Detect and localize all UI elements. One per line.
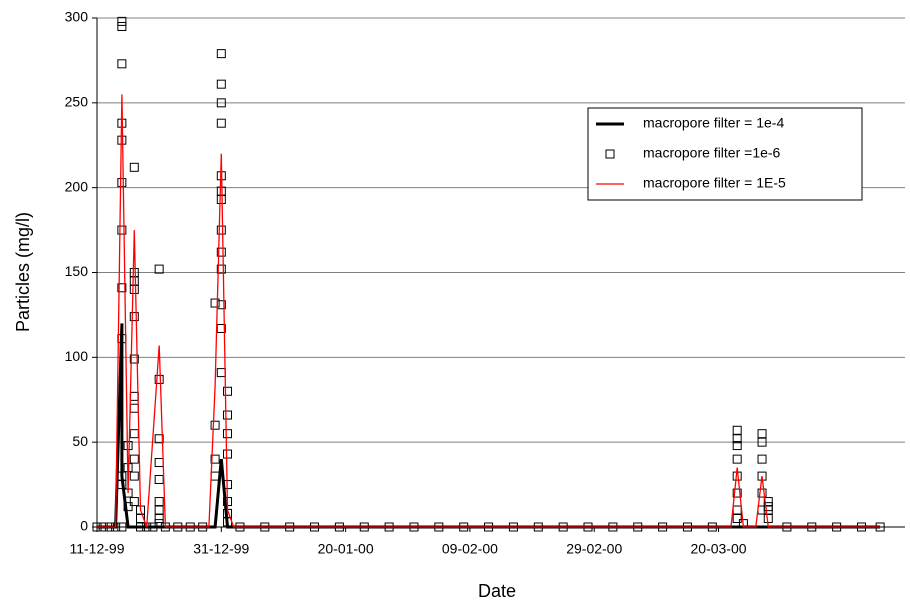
x-tick-label: 09-02-00	[442, 541, 498, 557]
y-tick-label: 0	[80, 518, 88, 534]
data-marker	[129, 471, 139, 481]
data-marker	[129, 391, 139, 401]
data-marker	[154, 374, 164, 384]
data-marker	[123, 441, 133, 451]
data-marker	[117, 16, 127, 26]
data-marker	[129, 276, 139, 286]
x-tick-label: 29-02-00	[566, 541, 622, 557]
data-marker	[216, 79, 226, 89]
data-marker	[154, 497, 164, 507]
data-marker	[216, 323, 226, 333]
data-marker	[154, 519, 164, 529]
data-marker	[129, 354, 139, 364]
data-marker	[117, 522, 127, 532]
data-marker	[216, 118, 226, 128]
data-marker	[129, 429, 139, 439]
data-marker	[148, 522, 158, 532]
data-marker	[117, 59, 127, 69]
data-marker	[732, 454, 742, 464]
data-marker	[154, 434, 164, 444]
data-marker	[117, 21, 127, 31]
data-marker	[757, 429, 767, 439]
data-marker	[732, 434, 742, 444]
plot-area	[92, 16, 885, 532]
data-marker	[732, 505, 742, 515]
data-marker	[732, 425, 742, 435]
y-axis-label: Particles (mg/l)	[13, 212, 33, 332]
data-marker	[216, 195, 226, 205]
legend-label: macropore filter =1e-6	[643, 145, 781, 161]
data-marker	[129, 403, 139, 413]
data-marker	[154, 458, 164, 468]
series-line	[97, 94, 881, 528]
data-marker	[117, 283, 127, 293]
x-tick-label: 31-12-99	[193, 541, 249, 557]
data-marker	[223, 449, 233, 459]
y-tick-label: 100	[65, 348, 89, 364]
y-tick-label: 200	[65, 178, 89, 194]
legend-marker	[605, 149, 615, 159]
legend-box	[587, 107, 863, 201]
data-marker	[129, 162, 139, 172]
data-marker	[210, 471, 220, 481]
data-marker	[117, 178, 127, 188]
data-marker	[154, 505, 164, 515]
x-tick-label: 20-01-00	[318, 541, 374, 557]
y-tick-label: 300	[65, 9, 89, 25]
data-marker	[129, 284, 139, 294]
data-marker	[129, 454, 139, 464]
legend: macropore filter = 1e-4 macropore filter …	[587, 107, 863, 201]
y-tick-label: 50	[72, 433, 88, 449]
data-marker	[216, 49, 226, 59]
data-marker	[154, 264, 164, 274]
data-marker	[210, 454, 220, 464]
y-tick-label: 150	[65, 263, 89, 279]
data-marker	[732, 441, 742, 451]
legend-label: macropore filter = 1e-4	[643, 115, 784, 131]
data-marker	[732, 488, 742, 498]
data-marker	[154, 514, 164, 524]
data-marker	[117, 480, 127, 490]
data-marker	[216, 247, 226, 257]
data-marker	[216, 368, 226, 378]
data-marker	[210, 420, 220, 430]
data-marker	[223, 429, 233, 439]
data-marker	[154, 474, 164, 484]
data-marker	[123, 502, 133, 512]
data-marker	[223, 410, 233, 420]
x-tick-label: 11-12-99	[69, 541, 124, 557]
legend-label: macropore filter = 1E-5	[643, 175, 786, 191]
data-marker	[216, 225, 226, 235]
data-marker	[757, 505, 767, 515]
data-marker	[732, 514, 742, 524]
x-tick-label: 20-03-00	[691, 541, 747, 557]
data-marker	[757, 488, 767, 498]
data-marker	[757, 454, 767, 464]
data-marker	[223, 386, 233, 396]
x-axis-label: Date	[478, 581, 516, 601]
data-marker	[136, 522, 146, 532]
data-marker	[216, 98, 226, 108]
data-marker	[129, 497, 139, 507]
data-marker	[216, 264, 226, 274]
data-marker	[129, 312, 139, 322]
series-line	[97, 323, 881, 529]
data-marker	[210, 298, 220, 308]
data-marker	[757, 437, 767, 447]
data-marker	[763, 514, 773, 524]
data-marker	[117, 225, 127, 235]
y-tick-label: 250	[65, 94, 89, 110]
